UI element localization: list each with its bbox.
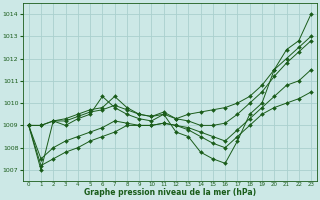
X-axis label: Graphe pression niveau de la mer (hPa): Graphe pression niveau de la mer (hPa) xyxy=(84,188,256,197)
